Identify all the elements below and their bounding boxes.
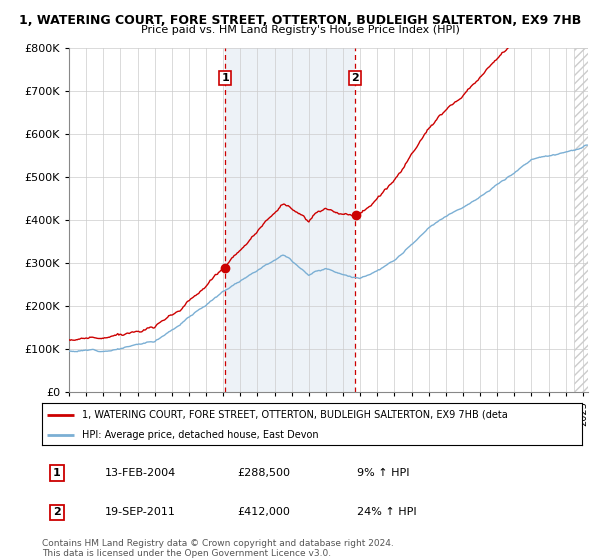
Text: 13-FEB-2004: 13-FEB-2004 (105, 468, 176, 478)
Text: This data is licensed under the Open Government Licence v3.0.: This data is licensed under the Open Gov… (42, 549, 331, 558)
Text: 19-SEP-2011: 19-SEP-2011 (105, 507, 176, 517)
Text: 2: 2 (352, 73, 359, 83)
Text: £288,500: £288,500 (237, 468, 290, 478)
Text: 1, WATERING COURT, FORE STREET, OTTERTON, BUDLEIGH SALTERTON, EX9 7HB (deta: 1, WATERING COURT, FORE STREET, OTTERTON… (83, 410, 508, 420)
Text: HPI: Average price, detached house, East Devon: HPI: Average price, detached house, East… (83, 430, 319, 440)
Bar (574, 48, 596, 392)
Text: 1: 1 (53, 468, 61, 478)
Text: 1: 1 (221, 73, 229, 83)
Text: Contains HM Land Registry data © Crown copyright and database right 2024.: Contains HM Land Registry data © Crown c… (42, 539, 394, 548)
Text: 24% ↑ HPI: 24% ↑ HPI (357, 507, 416, 517)
Text: £412,000: £412,000 (237, 507, 290, 517)
Bar (225, 48, 355, 392)
Text: 9% ↑ HPI: 9% ↑ HPI (357, 468, 409, 478)
Text: 2: 2 (53, 507, 61, 517)
Text: Price paid vs. HM Land Registry's House Price Index (HPI): Price paid vs. HM Land Registry's House … (140, 25, 460, 35)
Text: 1, WATERING COURT, FORE STREET, OTTERTON, BUDLEIGH SALTERTON, EX9 7HB: 1, WATERING COURT, FORE STREET, OTTERTON… (19, 14, 581, 27)
